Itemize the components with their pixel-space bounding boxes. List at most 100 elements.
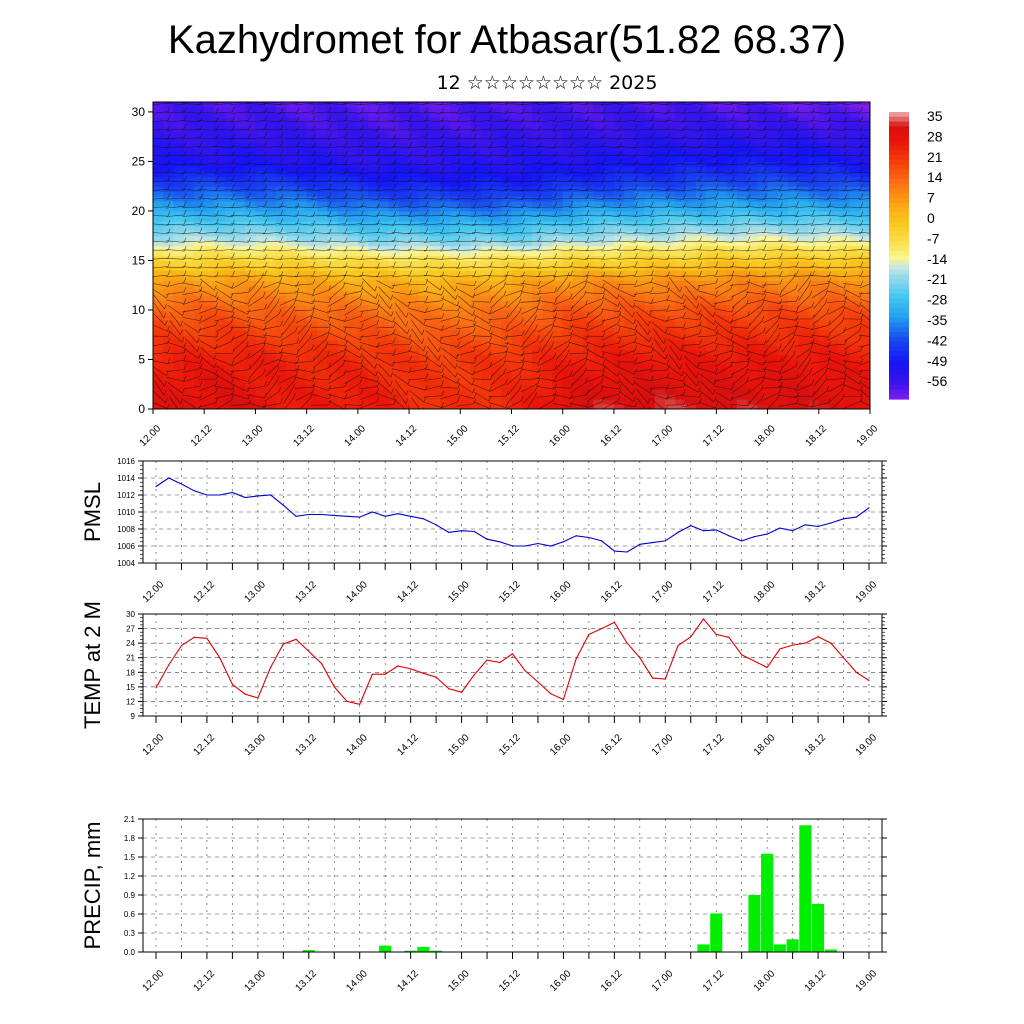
temperature-cell	[726, 389, 738, 395]
temperature-cell	[757, 245, 769, 252]
temperature-cell	[378, 201, 390, 207]
temperature-cell	[849, 151, 861, 158]
temperature-cell	[234, 121, 246, 128]
temperature-cell	[726, 186, 738, 192]
temperature-cell	[419, 156, 431, 163]
temperature-cell	[849, 111, 861, 118]
temperature-cell	[378, 255, 390, 262]
temperature-cell	[204, 394, 216, 400]
temperature-cell	[562, 111, 574, 118]
temperature-cell	[706, 166, 717, 172]
temperature-cell	[419, 161, 431, 167]
temperature-cell	[460, 399, 472, 405]
temperature-cell	[542, 344, 554, 351]
wind-barb-flag	[214, 285, 217, 291]
wind-barb-shaft	[263, 358, 281, 366]
temperature-cell	[306, 151, 318, 158]
temperature-cell	[726, 319, 738, 326]
wind-barb-shaft	[166, 240, 185, 243]
temperature-cell	[173, 265, 185, 271]
temperature-cell	[337, 215, 349, 222]
temperature-cell	[388, 339, 400, 346]
temperature-cell	[706, 176, 717, 182]
temperature-cell	[286, 404, 297, 409]
temperature-cell	[501, 235, 513, 242]
temperature-cell	[654, 116, 666, 123]
temperature-cell	[562, 270, 574, 276]
temperature-cell	[798, 205, 810, 212]
wind-barb-shaft	[232, 347, 247, 360]
temperature-cell	[439, 240, 451, 247]
temperature-cell	[286, 186, 297, 192]
temperature-cell	[757, 354, 769, 361]
temperature-cell	[163, 116, 175, 123]
temperature-cell	[859, 399, 870, 405]
temperature-cell	[716, 329, 728, 336]
temperature-cell	[654, 270, 666, 276]
temperature-cell	[859, 191, 870, 197]
temperature-cell	[716, 265, 728, 271]
wind-barb-shaft	[166, 249, 185, 252]
temperature-cell	[695, 171, 707, 177]
temperature-cell	[275, 295, 287, 301]
wind-barb-flag	[215, 302, 219, 308]
temperature-cell	[306, 220, 318, 227]
temperature-cell	[583, 141, 595, 148]
temperature-cell	[726, 329, 738, 336]
temperature-cell	[767, 260, 779, 266]
temperature-cell	[429, 280, 441, 286]
temperature-cell	[255, 285, 267, 291]
temperature-cell	[183, 121, 195, 128]
temperature-cell	[706, 314, 717, 321]
temperature-cell	[398, 275, 410, 281]
temperature-cell	[818, 181, 830, 187]
temperature-cell	[153, 102, 164, 108]
temperature-cell	[204, 260, 216, 266]
temperature-cell	[327, 314, 338, 321]
wind-barb-flag	[296, 102, 298, 104]
temperature-cell	[429, 111, 441, 118]
temperature-cell	[706, 245, 717, 252]
temperature-cell	[757, 191, 769, 197]
wind-barb-shaft	[182, 223, 201, 226]
temperature-cell	[204, 151, 216, 158]
temperature-cell	[552, 181, 564, 187]
temperature-cell	[316, 121, 328, 128]
temperature-cell	[859, 339, 870, 346]
temperature-cell	[450, 339, 461, 346]
temperature-cell	[327, 240, 338, 247]
temperature-cell	[204, 225, 216, 232]
temperature-cell	[521, 285, 533, 291]
temperature-cell	[470, 181, 482, 187]
wind-barb-shaft	[214, 281, 232, 289]
temperature-cell	[337, 290, 349, 296]
wind-barb-flag	[183, 218, 187, 225]
wind-barb-shaft	[182, 275, 201, 277]
temperature-cell	[829, 329, 840, 336]
temperature-cell	[521, 384, 533, 390]
temperature-cell	[767, 141, 779, 148]
temperature-cell	[593, 102, 605, 108]
temperature-cell	[665, 285, 676, 291]
temperature-cell	[357, 309, 369, 316]
temperature-cell	[767, 136, 779, 143]
temperature-cell	[316, 379, 328, 385]
temperature-cell	[501, 116, 513, 123]
temperature-cell	[388, 344, 400, 351]
wind-barb-flag	[183, 150, 187, 157]
temperature-cell	[849, 176, 861, 182]
temperature-cell	[675, 334, 687, 341]
temperature-cell	[419, 136, 431, 143]
temperature-cell	[460, 146, 472, 153]
temperature-cell	[634, 171, 646, 177]
temperature-cell	[460, 116, 472, 123]
temperature-cell	[306, 131, 318, 138]
temperature-cell	[255, 111, 267, 118]
temperature-cell	[511, 146, 523, 153]
temperature-cell	[521, 116, 533, 123]
wind-barb-flag	[183, 209, 187, 216]
temperature-cell	[275, 166, 287, 172]
temperature-cell	[675, 260, 687, 266]
temperature-cell	[859, 136, 870, 143]
temperature-cell	[214, 394, 226, 400]
